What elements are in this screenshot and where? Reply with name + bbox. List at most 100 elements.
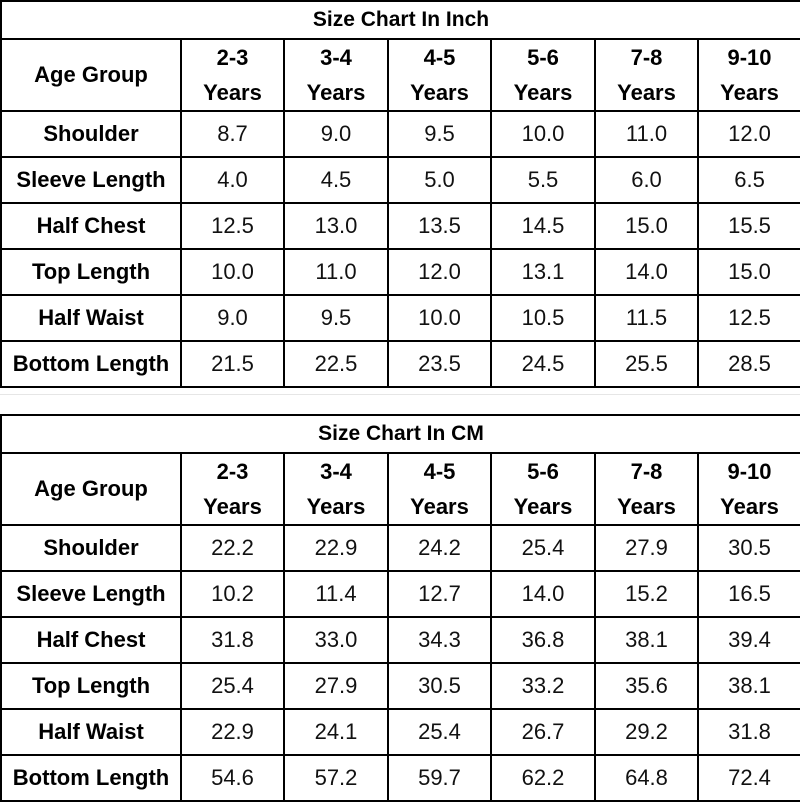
age-range: 2-3 — [216, 459, 249, 484]
value-cell: 11.0 — [283, 248, 389, 296]
age-range: 3-4 — [320, 45, 352, 70]
row-label: Half Chest — [0, 616, 182, 664]
value-cell: 72.4 — [696, 754, 800, 802]
value-cell: 15.0 — [696, 248, 800, 296]
row-label: Top Length — [0, 248, 182, 296]
value-cell: 38.1 — [594, 616, 699, 664]
value-cell: 54.6 — [180, 754, 285, 802]
table-gap — [0, 388, 800, 412]
age-unit: Years — [617, 80, 676, 105]
value-cell: 15.0 — [594, 202, 699, 250]
corner-label: Age Group — [0, 452, 182, 526]
value-cell: 22.9 — [180, 708, 285, 756]
value-cell: 9.0 — [180, 294, 285, 342]
value-cell: 22.5 — [283, 340, 389, 388]
value-cell: 36.8 — [490, 616, 596, 664]
value-cell: 11.0 — [594, 110, 699, 158]
age-group-header: 9-10 Years — [696, 38, 800, 112]
row-label: Sleeve Length — [0, 570, 182, 618]
value-cell: 30.5 — [387, 662, 492, 710]
value-cell: 28.5 — [696, 340, 800, 388]
value-cell: 14.5 — [490, 202, 596, 250]
age-group-header: 5-6 Years — [490, 38, 596, 112]
value-cell: 35.6 — [594, 662, 699, 710]
value-cell: 24.2 — [387, 524, 492, 572]
age-unit: Years — [513, 494, 573, 519]
value-cell: 6.5 — [696, 156, 800, 204]
value-cell: 12.5 — [696, 294, 800, 342]
table-row: Sleeve Length 10.2 11.4 12.7 14.0 15.2 1… — [0, 570, 800, 618]
age-range: 5-6 — [527, 459, 559, 484]
row-label: Shoulder — [0, 524, 182, 572]
value-cell: 14.0 — [594, 248, 699, 296]
age-group-header: 2-3 Years — [180, 452, 285, 526]
value-cell: 31.8 — [696, 708, 800, 756]
age-unit: Years — [410, 494, 469, 519]
value-cell: 24.1 — [283, 708, 389, 756]
value-cell: 25.4 — [490, 524, 596, 572]
value-cell: 59.7 — [387, 754, 492, 802]
age-unit: Years — [720, 494, 779, 519]
table-title: Size Chart In CM — [0, 414, 800, 454]
row-label: Bottom Length — [0, 754, 182, 802]
value-cell: 8.7 — [180, 110, 285, 158]
header-row: Age Group 2-3 Years 3-4 Years 4-5 Years 5-6… — [0, 452, 800, 526]
value-cell: 64.8 — [594, 754, 699, 802]
age-group-header: 4-5 Years — [387, 452, 492, 526]
size-chart-cm: Size Chart In CM Age Group 2-3 Years 3-4 Y… — [0, 414, 800, 802]
value-cell: 15.5 — [696, 202, 800, 250]
value-cell: 10.5 — [490, 294, 596, 342]
table-row: Shoulder 22.2 22.9 24.2 25.4 27.9 30.5 — [0, 524, 800, 572]
age-group-header: 4-5 Years — [387, 38, 492, 112]
value-cell: 39.4 — [696, 616, 800, 664]
value-cell: 13.1 — [490, 248, 596, 296]
age-unit: Years — [203, 494, 262, 519]
value-cell: 9.0 — [283, 110, 389, 158]
value-cell: 12.0 — [696, 110, 800, 158]
value-cell: 38.1 — [696, 662, 800, 710]
row-label: Bottom Length — [0, 340, 182, 388]
value-cell: 9.5 — [283, 294, 389, 342]
value-cell: 4.5 — [283, 156, 389, 204]
value-cell: 14.0 — [490, 570, 596, 618]
age-group-header: 5-6 Years — [490, 452, 596, 526]
age-group-header: 2-3 Years — [180, 38, 285, 112]
age-unit: Years — [410, 80, 469, 105]
age-group-header: 7-8 Years — [594, 452, 699, 526]
value-cell: 62.2 — [490, 754, 596, 802]
value-cell: 5.0 — [387, 156, 492, 204]
age-range: 2-3 — [216, 45, 249, 70]
value-cell: 12.5 — [180, 202, 285, 250]
value-cell: 10.0 — [387, 294, 492, 342]
value-cell: 33.0 — [283, 616, 389, 664]
age-unit: Years — [306, 80, 366, 105]
table-row: Half Chest 31.8 33.0 34.3 36.8 38.1 39.4 — [0, 616, 800, 664]
size-table-inch: Size Chart In Inch Age Group 2-3 Years 3-… — [0, 0, 800, 388]
value-cell: 9.5 — [387, 110, 492, 158]
value-cell: 12.0 — [387, 248, 492, 296]
value-cell: 22.9 — [283, 524, 389, 572]
value-cell: 6.0 — [594, 156, 699, 204]
age-range: 7-8 — [630, 45, 663, 70]
value-cell: 27.9 — [283, 662, 389, 710]
row-label: Top Length — [0, 662, 182, 710]
table-row: Top Length 25.4 27.9 30.5 33.2 35.6 38.1 — [0, 662, 800, 710]
age-unit: Years — [306, 494, 366, 519]
table-row: Half Waist 9.0 9.5 10.0 10.5 11.5 12.5 — [0, 294, 800, 342]
value-cell: 10.0 — [180, 248, 285, 296]
value-cell: 27.9 — [594, 524, 699, 572]
value-cell: 11.5 — [594, 294, 699, 342]
row-label: Shoulder — [0, 110, 182, 158]
value-cell: 13.0 — [283, 202, 389, 250]
age-group-header: 9-10 Years — [696, 452, 800, 526]
value-cell: 33.2 — [490, 662, 596, 710]
value-cell: 5.5 — [490, 156, 596, 204]
value-cell: 10.0 — [490, 110, 596, 158]
value-cell: 13.5 — [387, 202, 492, 250]
value-cell: 23.5 — [387, 340, 492, 388]
value-cell: 25.4 — [387, 708, 492, 756]
value-cell: 30.5 — [696, 524, 800, 572]
value-cell: 15.2 — [594, 570, 699, 618]
corner-label: Age Group — [0, 38, 182, 112]
row-label: Sleeve Length — [0, 156, 182, 204]
